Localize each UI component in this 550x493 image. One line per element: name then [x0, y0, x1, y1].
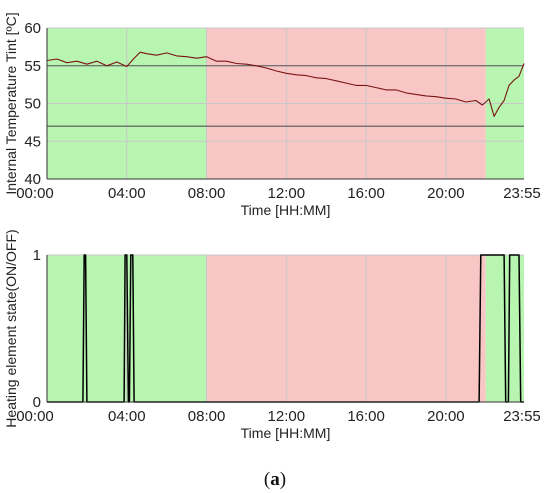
- y-tick-label: 55: [24, 58, 41, 75]
- caption-close: ): [280, 469, 286, 490]
- x-tick-label: 16:00: [347, 185, 385, 202]
- x-tick-label: 20:00: [427, 185, 465, 202]
- x-tick-label: 16:00: [347, 408, 385, 425]
- x-tick-label: 23:55: [503, 408, 541, 425]
- x-tick-label: 04:00: [108, 185, 146, 202]
- y-tick-label: 60: [24, 20, 41, 37]
- x-tick-label: 00:00: [16, 185, 54, 202]
- y-tick-label: 1: [33, 247, 41, 264]
- x-tick-label: 20:00: [427, 408, 465, 425]
- y-axis-label: Internal Temperature Tint [ºC]: [3, 12, 19, 194]
- temperature-panel: 00:00 04:00 08:00 12:00 16:00 20:00 23:55 40 45 5…: [3, 12, 541, 218]
- y-axis-label: Heating element state(ON/OFF): [3, 229, 19, 427]
- x-tick-label: 08:00: [188, 185, 226, 202]
- y-tick-label: 50: [24, 96, 41, 113]
- caption-open: (: [264, 469, 270, 490]
- x-tick-label: 12:00: [268, 185, 306, 202]
- x-tick-label: 04:00: [108, 408, 146, 425]
- x-axis-label: Time [HH:MM]: [241, 202, 331, 218]
- heating-state-panel: 00:00 04:00 08:00 12:00 16:00 20:00 23:55 0 1 Tim…: [3, 229, 541, 441]
- x-axis-label: Time [HH:MM]: [241, 425, 331, 441]
- heating-state-series-line: [47, 254, 524, 403]
- x-tick-label: 12:00: [268, 408, 306, 425]
- figure-caption: (a): [264, 469, 286, 490]
- x-tick-label: 08:00: [188, 408, 226, 425]
- y-tick-label: 0: [33, 394, 41, 411]
- zone-red-1: [206, 255, 486, 402]
- x-tick-label: 23:55: [503, 185, 541, 202]
- y-tick-label: 45: [24, 133, 41, 150]
- x-tick-label: 00:00: [16, 408, 54, 425]
- caption-letter: a: [270, 469, 280, 490]
- temperature-series-line: [46, 51, 525, 117]
- y-tick-label: 40: [24, 171, 41, 188]
